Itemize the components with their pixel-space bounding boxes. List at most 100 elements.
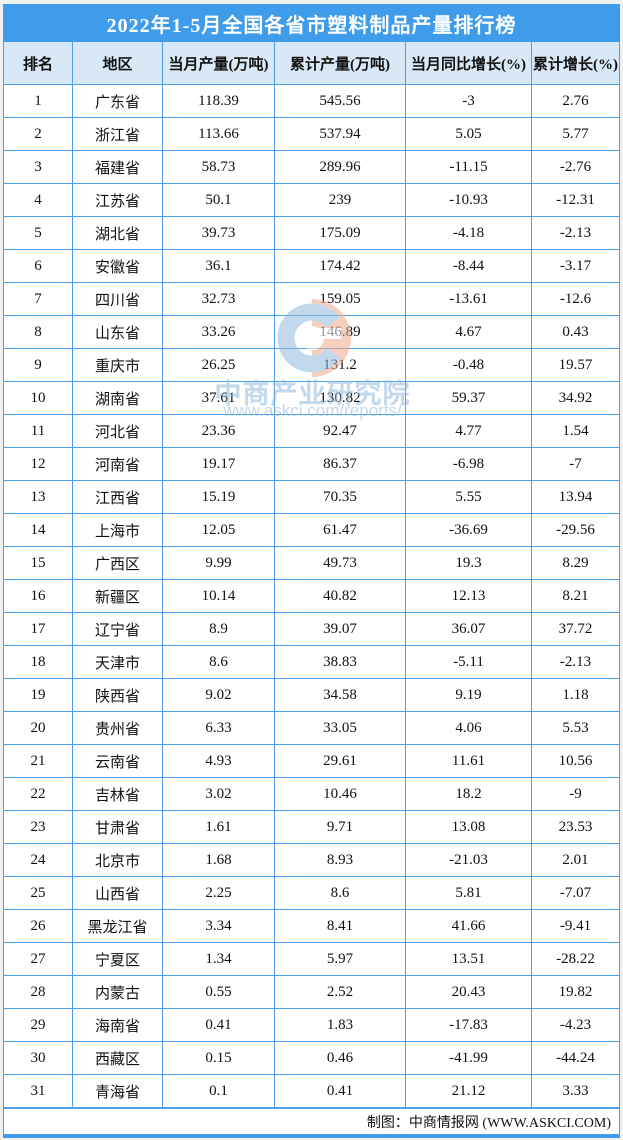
table-row: 20 贵州省 6.33 33.05 4.06 5.53	[4, 712, 619, 745]
monthly-yoy-growth-cell: -3	[406, 85, 532, 117]
cumulative-output-cell: 5.97	[275, 943, 406, 975]
monthly-output-cell: 39.73	[163, 217, 275, 249]
table-row: 7 四川省 32.73 159.05 -13.61 -12.6	[4, 283, 619, 316]
cumulative-growth-cell: -9	[569, 785, 582, 802]
cumulative-growth-cell: -2.13	[559, 224, 592, 241]
region-cell: 江西省	[73, 481, 163, 513]
cumulative-output-cell: 39.07	[275, 613, 406, 645]
table-row: 12 河南省 19.17 86.37 -6.98 -7	[4, 448, 619, 481]
table-row: 29 海南省 0.41 1.83 -17.83 -4.23	[4, 1009, 619, 1042]
monthly-yoy-growth-cell: -5.11	[406, 646, 532, 678]
cumulative-output-cell: 130.82	[275, 382, 406, 414]
ranking-table: 排名 地区 当月产量(万吨) 累计产量(万吨) 当月同比增长(%) 累计增长(%…	[3, 42, 620, 1109]
table-row: 11 河北省 23.36 92.47 4.77 1.54	[4, 415, 619, 448]
table-row: 3 福建省 58.73 289.96 -11.15 -2.76	[4, 151, 619, 184]
cumulative-growth-cell: 5.53	[562, 719, 589, 736]
rank-cell: 2	[4, 118, 73, 150]
table-row: 19 陕西省 9.02 34.58 9.19 1.18	[4, 679, 619, 712]
rank-cell: 5	[4, 217, 73, 249]
region-cell: 新疆区	[73, 580, 163, 612]
monthly-output-cell: 19.17	[163, 448, 275, 480]
monthly-yoy-growth-cell: 41.66	[406, 910, 532, 942]
table-body: 1 广东省 118.39 545.56 -3 2.76 2 浙江省 113.66…	[4, 85, 619, 1108]
cumulative-growth-cell: 8.29	[562, 554, 589, 571]
cumulative-growth-cell: 2.01	[562, 851, 589, 868]
monthly-yoy-growth-cell: -11.15	[406, 151, 532, 183]
table-row: 28 内蒙古 0.55 2.52 20.43 19.82	[4, 976, 619, 1009]
cumulative-growth-cell: -4.23	[559, 1016, 592, 1033]
monthly-yoy-growth-cell: 19.3	[406, 547, 532, 579]
cumulative-growth-cell: -2.76	[559, 158, 592, 175]
cumulative-output-cell: 239	[275, 184, 406, 216]
table-row: 22 吉林省 3.02 10.46 18.2 -9	[4, 778, 619, 811]
rank-cell: 8	[4, 316, 73, 348]
monthly-yoy-growth-cell: -6.98	[406, 448, 532, 480]
rank-cell: 4	[4, 184, 73, 216]
cumulative-growth-cell: 34.92	[558, 389, 593, 406]
monthly-output-cell: 26.25	[163, 349, 275, 381]
monthly-yoy-growth-cell: 36.07	[406, 613, 532, 645]
region-cell: 西藏区	[73, 1042, 163, 1074]
cumulative-output-cell: 61.47	[275, 514, 406, 546]
table-row: 4 江苏省 50.1 239 -10.93 -12.31	[4, 184, 619, 217]
cumulative-output-cell: 545.56	[275, 85, 406, 117]
rank-cell: 28	[4, 976, 73, 1008]
col-header-monthly-output: 当月产量(万吨)	[163, 42, 275, 84]
monthly-output-cell: 33.26	[163, 316, 275, 348]
monthly-output-cell: 8.9	[163, 613, 275, 645]
cumulative-output-cell: 34.58	[275, 679, 406, 711]
cumulative-output-cell: 92.47	[275, 415, 406, 447]
monthly-yoy-growth-cell: 4.77	[406, 415, 532, 447]
cumulative-growth-cell: -12.31	[556, 191, 595, 208]
cumulative-output-cell: 38.83	[275, 646, 406, 678]
rank-cell: 29	[4, 1009, 73, 1041]
monthly-yoy-growth-cell: 9.19	[406, 679, 532, 711]
cumulative-growth-cell: -9.41	[559, 917, 592, 934]
monthly-output-cell: 37.61	[163, 382, 275, 414]
cumulative-growth-cell: 19.82	[558, 983, 593, 1000]
rank-cell: 11	[4, 415, 73, 447]
cumulative-output-cell: 8.6	[275, 877, 406, 909]
region-cell: 湖北省	[73, 217, 163, 249]
region-cell: 青海省	[73, 1075, 163, 1107]
cumulative-output-cell: 8.93	[275, 844, 406, 876]
table-row: 16 新疆区 10.14 40.82 12.13 8.21	[4, 580, 619, 613]
footer-bar: 制图：中商情报网 (WWW.ASKCI.COM)	[3, 1109, 620, 1135]
cumulative-growth-cell: -3.17	[559, 257, 592, 274]
rank-cell: 27	[4, 943, 73, 975]
monthly-yoy-growth-cell: 11.61	[406, 745, 532, 777]
rank-cell: 1	[4, 85, 73, 117]
cumulative-output-cell: 33.05	[275, 712, 406, 744]
rank-cell: 24	[4, 844, 73, 876]
monthly-output-cell: 1.68	[163, 844, 275, 876]
cumulative-growth-cell: -7.07	[559, 884, 592, 901]
table-row: 1 广东省 118.39 545.56 -3 2.76	[4, 85, 619, 118]
monthly-output-cell: 23.36	[163, 415, 275, 447]
cumulative-output-cell: 9.71	[275, 811, 406, 843]
region-cell: 福建省	[73, 151, 163, 183]
cumulative-output-cell: 159.05	[275, 283, 406, 315]
monthly-yoy-growth-cell: 13.08	[406, 811, 532, 843]
rank-cell: 13	[4, 481, 73, 513]
table-row: 23 甘肃省 1.61 9.71 13.08 23.53	[4, 811, 619, 844]
cumulative-growth-cell: 13.94	[558, 488, 593, 505]
cumulative-output-cell: 40.82	[275, 580, 406, 612]
table-row: 5 湖北省 39.73 175.09 -4.18 -2.13	[4, 217, 619, 250]
region-cell: 海南省	[73, 1009, 163, 1041]
region-cell: 天津市	[73, 646, 163, 678]
cumulative-growth-cell: 8.21	[562, 587, 589, 604]
monthly-yoy-growth-cell: 5.55	[406, 481, 532, 513]
table-row: 8 山东省 33.26 146.89 4.67 0.43	[4, 316, 619, 349]
rank-cell: 20	[4, 712, 73, 744]
table-row: 10 湖南省 37.61 130.82 59.37 34.92	[4, 382, 619, 415]
table-row: 15 广西区 9.99 49.73 19.3 8.29	[4, 547, 619, 580]
rank-cell: 9	[4, 349, 73, 381]
rank-cell: 7	[4, 283, 73, 315]
region-cell: 广东省	[73, 85, 163, 117]
cumulative-growth-cell: 19.57	[558, 356, 593, 373]
cumulative-output-cell: 537.94	[275, 118, 406, 150]
monthly-yoy-growth-cell: 5.81	[406, 877, 532, 909]
cumulative-growth-cell: 5.77	[562, 125, 589, 142]
region-cell: 贵州省	[73, 712, 163, 744]
region-cell: 陕西省	[73, 679, 163, 711]
